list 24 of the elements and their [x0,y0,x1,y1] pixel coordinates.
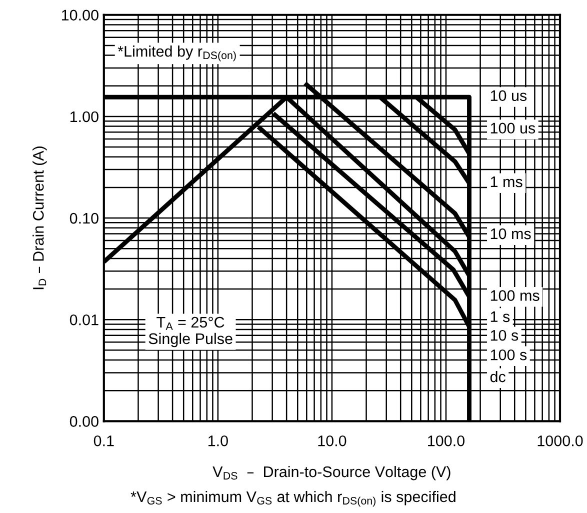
annotation: 100 ms [490,290,540,301]
y-axis-title: I$_{D}$ – Drain Current (A) [32,146,47,290]
annotation: 100 s [490,349,527,360]
x-tick-label: 10.0 [318,435,346,446]
annotation: 10 us [490,90,527,102]
annotation: 10 ms [490,228,531,240]
y-tick-label: 1.00 [70,111,98,122]
annotation: T$_{A}$ = 25°C Single Pulse [148,316,232,348]
annotation: 1 ms [490,176,522,188]
annotation: *Limited by r$_{DS(on)}$ [118,46,236,62]
x-tick-label: 0.1 [94,435,114,446]
annotation: dc [490,370,506,382]
x-axis-title: V$_{DS}$ – Drain-to-Source Voltage (V) [212,466,450,480]
y-tick-label: 10.00 [62,10,98,21]
x-tick-label: 1.0 [208,435,228,446]
y-tick-label: 0.10 [70,212,98,224]
x-tick-label: 1000.0 [538,435,583,446]
y-tick-label: 0.00 [70,416,98,427]
text: *V$_{GS}$ > minimum V$_{GS}$ at which r$_{DS(on)}$ is specified [130,490,456,507]
x-tick-label: 100.0 [428,435,464,446]
annotation: 1 s [490,311,510,322]
annotation: 100 us [490,122,536,134]
y-tick-label: 0.01 [70,314,98,326]
annotation: 10 s [490,330,518,341]
